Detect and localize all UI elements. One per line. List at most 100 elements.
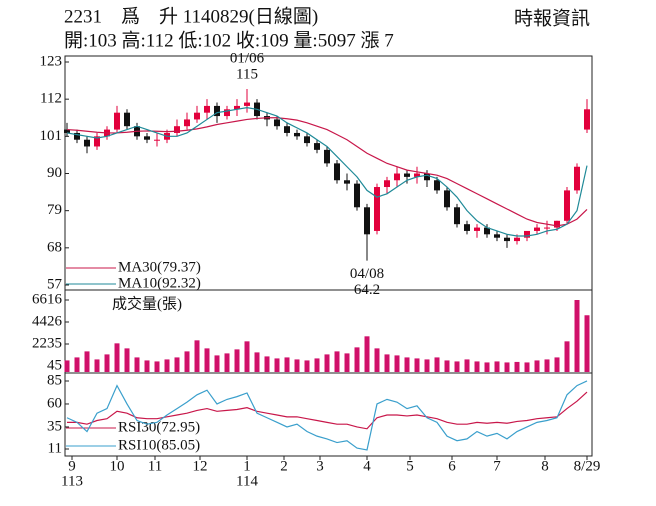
candle-body	[484, 227, 490, 235]
volume-bar	[144, 360, 150, 372]
candle-body	[364, 207, 370, 235]
candle-body	[294, 132, 300, 137]
y-tick-label: 101	[40, 128, 63, 144]
candle-body	[344, 180, 350, 184]
x-tick-label: 8/29	[574, 458, 601, 474]
volume-title: 成交量(張)	[112, 294, 182, 312]
volume-bar	[294, 359, 300, 372]
candle-body	[574, 166, 580, 191]
candle-body	[334, 163, 340, 181]
volume-bar	[524, 362, 530, 372]
candle-body	[464, 224, 470, 231]
candle-body	[74, 132, 80, 140]
volume-bar	[224, 353, 230, 372]
rsi-panel	[64, 372, 593, 457]
volume-bar	[434, 357, 440, 372]
volume-bar	[134, 357, 140, 372]
y-tick-label: 68	[47, 239, 62, 255]
candle-body	[524, 230, 530, 238]
volume-bar	[184, 351, 190, 372]
volume-bar	[474, 361, 480, 372]
legend-label: MA30(79.37)	[118, 259, 201, 275]
rsi-line	[66, 380, 588, 451]
volume-bar	[454, 361, 460, 372]
price-panel	[64, 55, 593, 291]
ma-line	[66, 117, 588, 227]
volume-bar	[204, 348, 210, 372]
candle-body	[394, 173, 400, 181]
y-tick-label: 90	[47, 165, 62, 181]
volume-bar	[374, 348, 380, 372]
x-tick-label: 8	[541, 458, 549, 474]
y-tick-label: 85	[47, 372, 62, 388]
candle-body	[304, 136, 310, 144]
legend-label: RSI30(72.95)	[118, 419, 200, 435]
volume-bar	[274, 358, 280, 372]
x-tick-label: 7	[493, 458, 501, 474]
year-label: 113	[61, 473, 83, 489]
candle-body	[234, 105, 240, 110]
candle-body	[544, 227, 550, 229]
candle-body	[64, 129, 70, 133]
volume-bar	[164, 359, 170, 372]
y-tick-label: 112	[40, 91, 62, 107]
candle-body	[94, 136, 100, 147]
candle-body	[534, 227, 540, 231]
x-tick-label: 5	[406, 458, 414, 474]
y-tick-label: 123	[40, 53, 63, 69]
volume-bar	[484, 362, 490, 372]
volume-bar	[94, 359, 100, 372]
volume-bar	[564, 341, 570, 372]
y-tick-label: 79	[47, 202, 62, 218]
volume-bar	[324, 354, 330, 372]
volume-bar	[574, 300, 580, 372]
volume-bar	[534, 360, 540, 372]
volume-bar	[104, 354, 110, 372]
volume-bar	[544, 359, 550, 372]
volume-bar	[114, 343, 120, 372]
candle-body	[244, 102, 250, 106]
candle-body	[584, 109, 590, 130]
candle-body	[504, 237, 510, 242]
candle-body	[284, 126, 290, 133]
candle-body	[444, 190, 450, 208]
candle-body	[224, 109, 230, 117]
candle-body	[114, 112, 120, 130]
rsi-line	[67, 391, 588, 430]
candle-body	[84, 139, 90, 147]
volume-bar	[284, 357, 290, 372]
candle-body	[214, 105, 220, 117]
volume-bar	[174, 357, 180, 372]
candle-body	[404, 173, 410, 177]
volume-bar	[264, 356, 270, 372]
volume-bar	[84, 351, 90, 372]
candle-body	[174, 126, 180, 133]
candle-body	[204, 105, 210, 113]
volume-bar	[384, 354, 390, 372]
volume-bar	[214, 355, 220, 372]
ma-line	[66, 107, 588, 237]
candle-body	[144, 136, 150, 140]
volume-bar	[254, 352, 260, 372]
candle-body	[424, 173, 430, 181]
candle-body	[384, 180, 390, 188]
x-tick-label: 12	[193, 458, 208, 474]
volume-bar	[504, 362, 510, 372]
header-title: 2231 爲 升 1140829(日線圖)	[64, 5, 318, 27]
candle-body	[354, 183, 360, 208]
volume-bar	[194, 340, 200, 372]
annotation-label: 01/06	[230, 50, 265, 66]
x-tick-label: 6	[448, 458, 456, 474]
x-tick-label: 1	[243, 458, 251, 474]
y-tick-label: 57	[47, 276, 63, 292]
candle-body	[124, 112, 130, 127]
x-tick-label: 4	[363, 458, 371, 474]
candle-body	[314, 143, 320, 150]
candle-body	[494, 234, 500, 238]
volume-bar	[424, 359, 430, 372]
year-label: 114	[236, 473, 258, 489]
y-tick-label: 2235	[32, 335, 62, 351]
y-tick-label: 35	[47, 418, 62, 434]
